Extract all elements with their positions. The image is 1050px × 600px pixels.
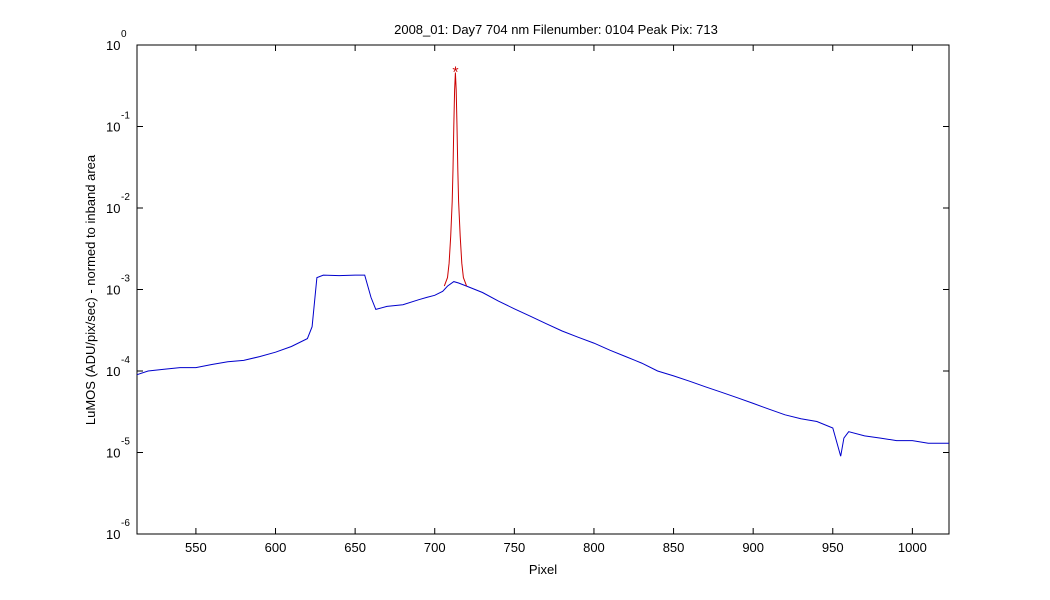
peak-marker: *	[452, 65, 458, 82]
y-tick-base: 10	[106, 120, 120, 135]
x-tick-label: 600	[265, 540, 287, 555]
x-tick-label: 650	[344, 540, 366, 555]
x-tick-label: 1000	[898, 540, 927, 555]
y-tick-exponent: -2	[121, 192, 130, 203]
y-axis-label: LuMOS (ADU/pix/sec) - normed to inband a…	[83, 154, 98, 425]
y-tick-base: 10	[106, 446, 120, 461]
y-tick-base: 10	[106, 201, 120, 216]
series-group	[136, 72, 949, 457]
x-axis: 550 600 650 700 750 800 850 900 950 1000	[185, 45, 927, 555]
x-tick-label: 850	[663, 540, 685, 555]
y-tick-exponent: -6	[121, 518, 130, 529]
y-tick-exponent: -4	[121, 355, 130, 366]
y-tick-exponent: -3	[121, 274, 130, 285]
y-tick-exponent: -5	[121, 437, 130, 448]
y-tick-base: 10	[106, 38, 120, 53]
x-tick-label: 950	[822, 540, 844, 555]
y-tick-base: 10	[106, 364, 120, 379]
x-tick-label: 900	[742, 540, 764, 555]
y-tick-exponent: 0	[121, 29, 127, 40]
chart-title: 2008_01: Day7 704 nm Filenumber: 0104 Pe…	[394, 22, 718, 37]
y-tick-base: 10	[106, 527, 120, 542]
x-tick-label: 550	[185, 540, 207, 555]
plot-area	[136, 44, 950, 535]
x-tick-label: 800	[583, 540, 605, 555]
y-tick-exponent: -1	[121, 111, 130, 122]
y-tick-base: 10	[106, 283, 120, 298]
series-line	[136, 274, 949, 457]
x-tick-label: 700	[424, 540, 446, 555]
x-axis-label: Pixel	[529, 562, 557, 577]
peak-marker-group: *	[452, 65, 458, 82]
x-tick-label: 750	[503, 540, 525, 555]
series-line	[443, 72, 468, 287]
